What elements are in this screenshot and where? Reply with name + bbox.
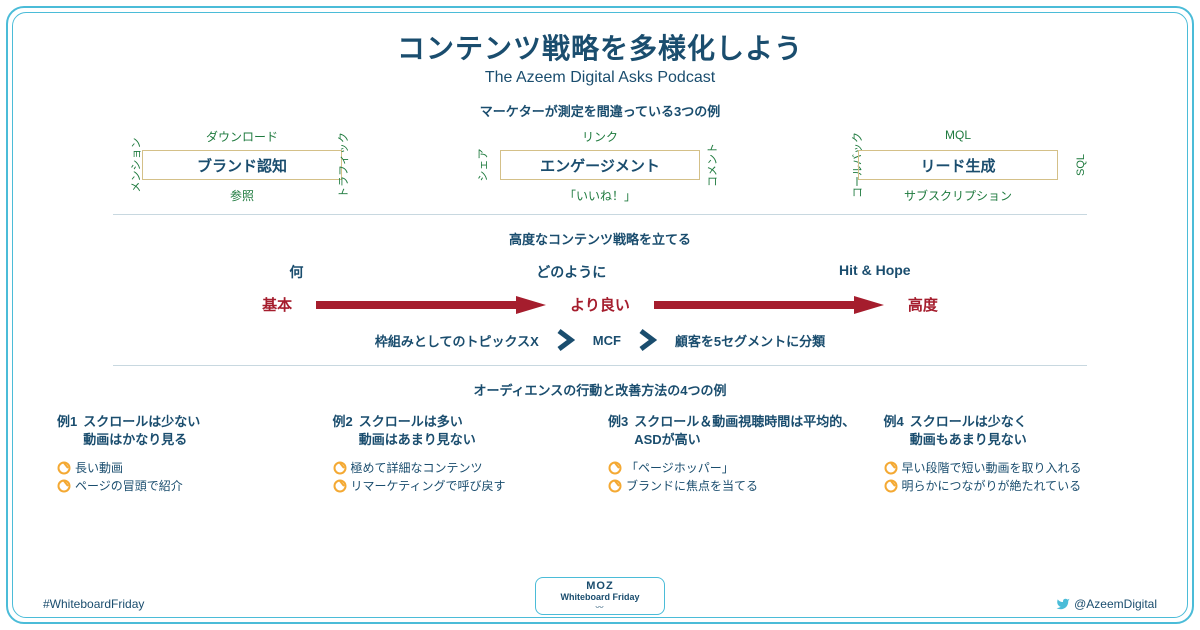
page-subtitle: The Azeem Digital Asks Podcast bbox=[53, 69, 1147, 87]
strategy-columns: 何 どのように Hit & Hope bbox=[53, 262, 1147, 282]
badge-line-2: Whiteboard Friday bbox=[560, 592, 639, 602]
handle-text: @AzeemDigital bbox=[1074, 597, 1157, 611]
metric-bottom: 参照 bbox=[92, 187, 392, 204]
metric-left: シェア bbox=[475, 149, 491, 182]
section-2: 高度なコンテンツ戦略を立てる 何 どのように Hit & Hope 基本 より良… bbox=[53, 229, 1147, 351]
level-basic: 基本 bbox=[262, 294, 292, 315]
bullet-item: ブランドに焦点を当てる bbox=[608, 477, 868, 495]
chevron-icon bbox=[557, 329, 575, 351]
chevron-icon bbox=[639, 329, 657, 351]
chev-item-3: 顧客を5セグメントに分類 bbox=[675, 331, 825, 350]
bullet-item: 極めて詳細なコンテンツ bbox=[333, 459, 593, 477]
bullet-item: 「ページホッパー」 bbox=[608, 459, 868, 477]
example-heading: 例3スクロール＆動画視聴時間は平均的、ASDが高い bbox=[608, 413, 868, 449]
bullet-item: ページの冒頭で紹介 bbox=[57, 477, 317, 495]
divider-2 bbox=[113, 365, 1087, 366]
metric-box-3: MQLコールバックリード生成SQLサブスクリプション bbox=[808, 130, 1108, 200]
badge-squiggle: 〰 bbox=[596, 602, 605, 613]
twitter-handle: @AzeemDigital bbox=[1056, 597, 1157, 611]
section-1: マーケターが測定を間違っている3つの例 ダウンロードメンションブランド認知トラフ… bbox=[53, 101, 1147, 200]
outer-frame: コンテンツ戦略を多様化しよう The Azeem Digital Asks Po… bbox=[6, 6, 1194, 624]
arrow-icon bbox=[316, 296, 546, 314]
metric-box-2: リンクシェアエンゲージメントコメント「いいね！」 bbox=[450, 130, 750, 200]
chevron-row: 枠組みとしてのトピックスX MCF 顧客を5セグメントに分類 bbox=[53, 329, 1147, 351]
arrow-icon bbox=[654, 296, 884, 314]
bullet-item: リマーケティングで呼び戻す bbox=[333, 477, 593, 495]
metric-center: ブランド認知 bbox=[142, 150, 342, 180]
metric-right: コメント bbox=[704, 143, 720, 187]
metric-box-1: ダウンロードメンションブランド認知トラフィック参照 bbox=[92, 130, 392, 200]
metric-center: エンゲージメント bbox=[500, 150, 700, 180]
divider-1 bbox=[113, 214, 1087, 215]
page: コンテンツ戦略を多様化しよう The Azeem Digital Asks Po… bbox=[0, 0, 1200, 630]
metric-boxes-row: ダウンロードメンションブランド認知トラフィック参照リンクシェアエンゲージメントコ… bbox=[53, 130, 1147, 200]
metric-bottom: 「いいね！」 bbox=[450, 187, 750, 204]
bullet-item: 長い動画 bbox=[57, 459, 317, 477]
examples-row: 例1スクロールは少ない動画はかなり見る長い動画ページの冒頭で紹介例2スクロールは… bbox=[53, 413, 1147, 495]
example-4: 例4スクロールは少なく動画もあまり見ない早い段階で短い動画を取り入れる明らかにつ… bbox=[884, 413, 1144, 495]
example-bullets: 「ページホッパー」ブランドに焦点を当てる bbox=[608, 459, 868, 495]
col-hithope: Hit & Hope bbox=[839, 262, 911, 282]
section-2-heading: 高度なコンテンツ戦略を立てる bbox=[53, 229, 1147, 248]
section-3: オーディエンスの行動と改善方法の4つの例 例1スクロールは少ない動画はかなり見る… bbox=[53, 380, 1147, 495]
example-heading: 例4スクロールは少なく動画もあまり見ない bbox=[884, 413, 1144, 449]
example-bullets: 早い段階で短い動画を取り入れる明らかにつながりが絶たれている bbox=[884, 459, 1144, 495]
moz-badge: MOZ Whiteboard Friday 〰 bbox=[535, 577, 665, 615]
section-1-heading: マーケターが測定を間違っている3つの例 bbox=[53, 101, 1147, 120]
inner-frame: コンテンツ戦略を多様化しよう The Azeem Digital Asks Po… bbox=[12, 12, 1188, 618]
level-better: より良い bbox=[570, 294, 630, 315]
chev-item-2: MCF bbox=[593, 333, 621, 348]
badge-line-1: MOZ bbox=[586, 580, 613, 592]
page-title: コンテンツ戦略を多様化しよう bbox=[53, 27, 1147, 67]
example-bullets: 極めて詳細なコンテンツリマーケティングで呼び戻す bbox=[333, 459, 593, 495]
section-3-heading: オーディエンスの行動と改善方法の4つの例 bbox=[53, 380, 1147, 399]
col-how: どのように bbox=[536, 262, 606, 282]
metric-right: SQL bbox=[1075, 154, 1087, 176]
bullet-item: 明らかにつながりが絶たれている bbox=[884, 477, 1144, 495]
metric-bottom: サブスクリプション bbox=[808, 187, 1108, 204]
level-arrow-row: 基本 より良い 高度 bbox=[53, 294, 1147, 315]
metric-center: リード生成 bbox=[858, 150, 1058, 180]
twitter-icon bbox=[1056, 597, 1070, 611]
hashtag: #WhiteboardFriday bbox=[43, 597, 144, 611]
level-advanced: 高度 bbox=[908, 294, 938, 315]
example-heading: 例1スクロールは少ない動画はかなり見る bbox=[57, 413, 317, 449]
example-bullets: 長い動画ページの冒頭で紹介 bbox=[57, 459, 317, 495]
bullet-item: 早い段階で短い動画を取り入れる bbox=[884, 459, 1144, 477]
example-1: 例1スクロールは少ない動画はかなり見る長い動画ページの冒頭で紹介 bbox=[57, 413, 317, 495]
example-2: 例2スクロールは多い動画はあまり見ない極めて詳細なコンテンツリマーケティングで呼… bbox=[333, 413, 593, 495]
chev-item-1: 枠組みとしてのトピックスX bbox=[375, 331, 539, 350]
col-what: 何 bbox=[289, 262, 303, 282]
example-heading: 例2スクロールは多い動画はあまり見ない bbox=[333, 413, 593, 449]
example-3: 例3スクロール＆動画視聴時間は平均的、ASDが高い「ページホッパー」ブランドに焦… bbox=[608, 413, 868, 495]
